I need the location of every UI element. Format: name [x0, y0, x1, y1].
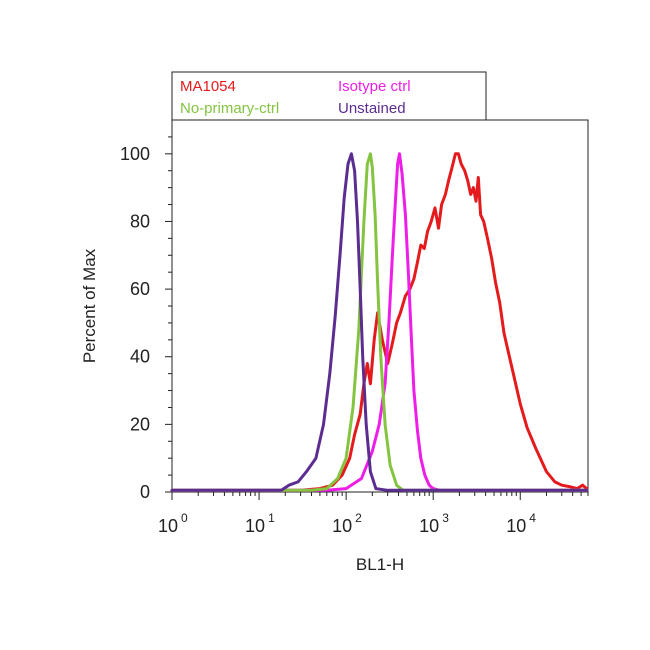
- legend-box: [171, 71, 487, 121]
- x-axis-title: BL1-H: [356, 555, 404, 574]
- x-tick-exponent: 0: [181, 511, 188, 525]
- legend-label-unstained: Unstained: [338, 100, 406, 117]
- y-tick-label: 40: [130, 347, 150, 367]
- series-line-no-primary-ctrl: [170, 152, 589, 492]
- legend-label-isotype-ctrl: Isotype ctrl: [338, 78, 411, 95]
- x-tick-label: 10: [506, 516, 526, 536]
- x-tick-label: 10: [245, 516, 265, 536]
- x-tick-exponent: 4: [529, 511, 536, 525]
- series-line-ma1054: [170, 152, 589, 492]
- x-tick-label: 10: [158, 516, 178, 536]
- y-tick-label: 0: [140, 482, 150, 502]
- x-tick-exponent: 2: [355, 511, 362, 525]
- y-tick-label: 60: [130, 279, 150, 299]
- y-tick-label: 100: [120, 144, 150, 164]
- series-lines: [170, 152, 589, 492]
- x-tick-label: 10: [419, 516, 439, 536]
- y-axis-title: Percent of Max: [80, 248, 99, 363]
- legend-label-no-primary-ctrl: No-primary-ctrl: [180, 100, 279, 117]
- x-tick-label: 10: [332, 516, 352, 536]
- legend-label-ma1054: MA1054: [180, 78, 236, 95]
- x-axis: 10 0 10 1 10 2 10 3 10 4: [158, 492, 589, 536]
- x-tick-exponent: 1: [268, 511, 275, 525]
- y-tick-label: 80: [130, 211, 150, 231]
- legend: MA1054 Isotype ctrl No-primary-ctrl Unst…: [171, 71, 487, 121]
- series-line-isotype-ctrl: [170, 152, 589, 492]
- x-tick-exponent: 3: [442, 511, 449, 525]
- y-axis: 0 20 40 60 80 100: [120, 136, 172, 502]
- series-line-unstained: [170, 152, 589, 492]
- y-tick-label: 20: [130, 414, 150, 434]
